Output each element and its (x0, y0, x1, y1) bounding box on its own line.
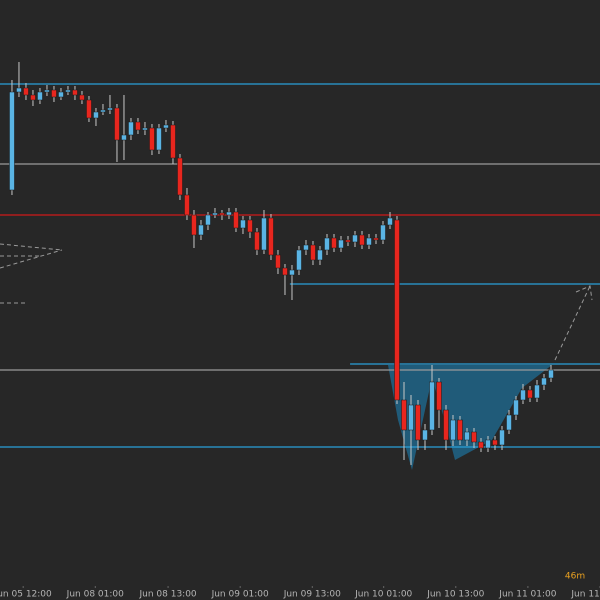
candle-body (198, 224, 204, 236)
pattern-fill (388, 365, 552, 470)
x-tick-label: Jun 10 13:00 (426, 590, 484, 600)
candle-body (352, 234, 358, 243)
candle-body (345, 239, 351, 243)
candle-body (100, 109, 106, 113)
candle-body (310, 244, 316, 261)
x-tick-label: Jun 09 13:00 (283, 590, 341, 600)
candle-body (261, 217, 267, 251)
timeframe-label: 46m (565, 572, 585, 582)
candle-body (86, 99, 92, 119)
arrow-head (575, 285, 593, 301)
candle-body (317, 249, 323, 261)
candle-body (72, 89, 78, 96)
candle-body (541, 377, 547, 386)
candle-body (303, 244, 309, 251)
dashed-line (0, 243, 63, 251)
candle-body (366, 237, 372, 246)
candle-body (205, 214, 211, 226)
candle-body (212, 212, 218, 216)
x-tick-label: Jun 08 13:00 (138, 590, 196, 600)
candle-body (359, 234, 365, 246)
x-tick-label: Jun 10 01:00 (354, 590, 412, 600)
candle-body (394, 219, 400, 401)
candle-body (457, 419, 463, 441)
candle-body (163, 124, 169, 129)
candle-body (177, 157, 183, 196)
candle-body (471, 431, 477, 443)
candle-body (30, 94, 36, 101)
candle-body (135, 121, 141, 131)
candle-body (548, 369, 554, 379)
candle-body (506, 414, 512, 431)
candle-body (282, 267, 288, 276)
candle-body (184, 194, 190, 216)
candle-body (401, 399, 407, 431)
candle-body (65, 89, 71, 93)
candle-body (254, 231, 260, 251)
candle-body (478, 441, 484, 449)
candle-body (289, 269, 295, 276)
x-tick-label: Jun 11 01:00 (498, 590, 556, 600)
candle-body (324, 237, 330, 251)
candle-body (58, 91, 64, 98)
candle-body (380, 224, 386, 241)
pattern (388, 365, 552, 470)
candle-body (226, 211, 232, 216)
candle-body (450, 419, 456, 441)
candle-body (464, 431, 470, 441)
candle-body (373, 237, 379, 241)
candle-body (513, 399, 519, 416)
candle-body (219, 212, 225, 216)
candle-body (156, 127, 162, 151)
candle-body (37, 91, 43, 101)
candle-body (338, 239, 344, 249)
candle-body (121, 134, 127, 141)
candle-body (107, 107, 113, 111)
drawings (0, 243, 593, 361)
candle-body (79, 94, 85, 101)
candle-body (240, 219, 246, 229)
candle-body (443, 409, 449, 441)
candle-body (268, 217, 274, 256)
candle-body (51, 89, 57, 98)
candle-body (247, 219, 253, 233)
candle-body (387, 217, 393, 226)
candle-body (520, 389, 526, 401)
dashed-line (0, 249, 63, 269)
candle-body (128, 121, 134, 136)
candle-body (275, 254, 281, 269)
candle-body (23, 87, 29, 96)
candle-body (422, 429, 428, 441)
candle-body (408, 404, 414, 431)
candle-body (16, 87, 22, 93)
candle-body (492, 439, 498, 446)
candle-body (44, 89, 50, 93)
candle-body (485, 439, 491, 449)
candle-body (170, 124, 176, 159)
candle-body (93, 111, 99, 119)
candle-body (527, 389, 533, 399)
candle-body (233, 211, 239, 229)
x-tick-label: Jun 09 01:00 (211, 590, 269, 600)
candle-body (142, 127, 148, 131)
candle-body (191, 214, 197, 236)
candle-body (429, 381, 435, 431)
candle-body (9, 91, 15, 191)
candle-body (149, 127, 155, 151)
candle-body (534, 384, 540, 399)
x-tick-label: Jun 08 01:00 (66, 590, 124, 600)
candle-body (415, 404, 421, 441)
candle-body (114, 107, 120, 141)
candle-body (499, 429, 505, 446)
candle-body (296, 249, 302, 271)
candle-body (331, 237, 337, 249)
x-tick-label: Jun 11 13:00 (570, 590, 600, 600)
x-tick-label: Jun 05 12:00 (0, 590, 52, 600)
candle-body (436, 381, 442, 411)
